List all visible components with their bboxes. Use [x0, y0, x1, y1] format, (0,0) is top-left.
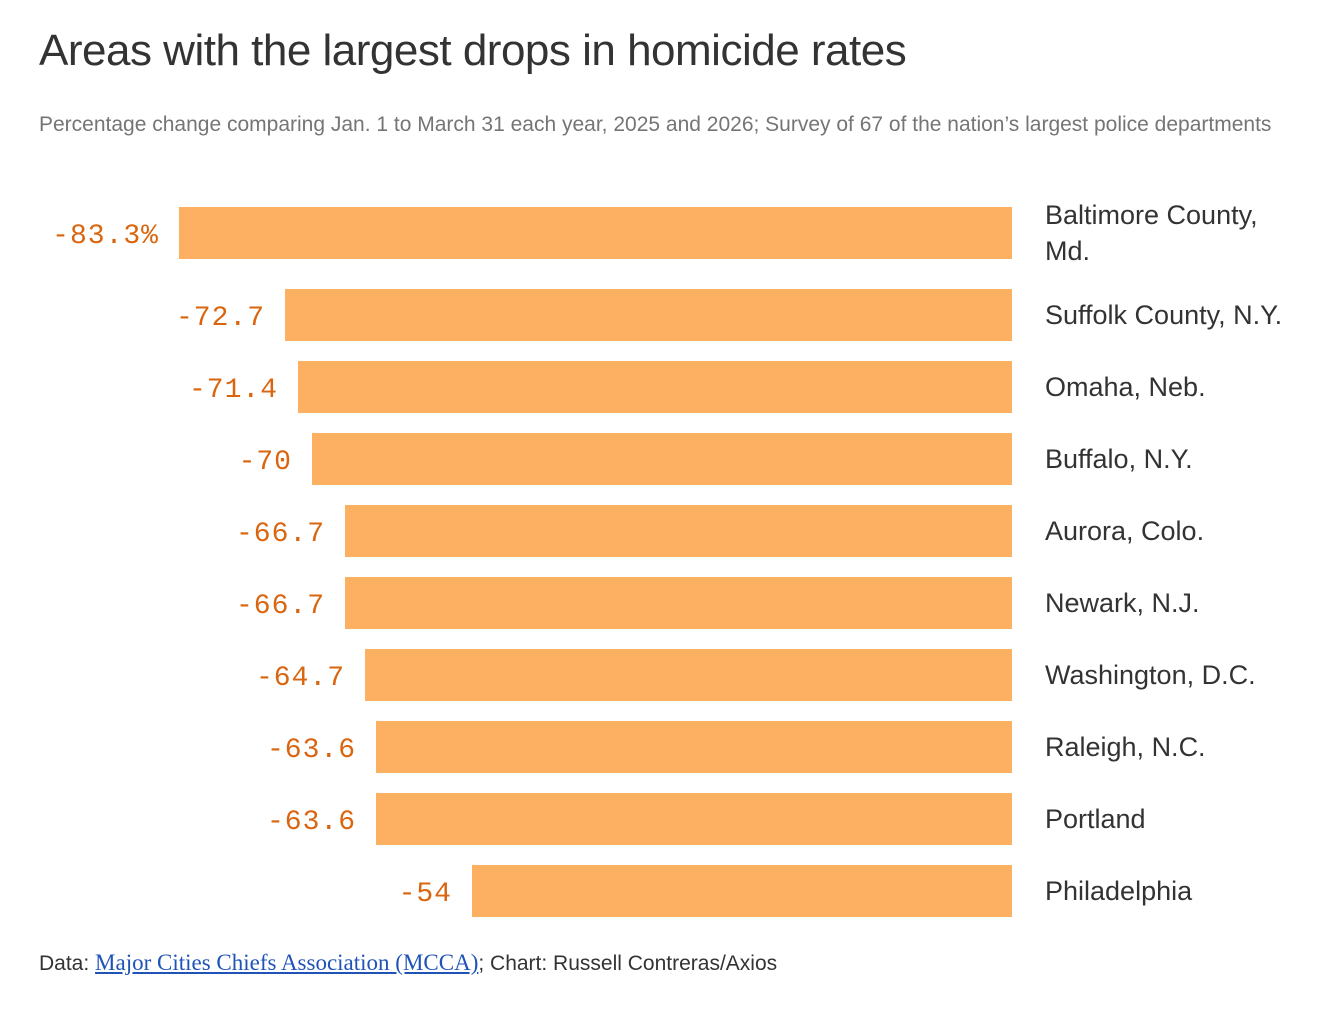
category-label-6: Washington, D.C. [1045, 660, 1256, 690]
category-label-2: Omaha, Neb. [1045, 372, 1206, 402]
bar-7 [376, 721, 1012, 773]
bar-5 [345, 577, 1012, 629]
category-label-5: Newark, N.J. [1045, 588, 1200, 618]
value-label-5: -66.7 [236, 591, 325, 622]
value-label-7: -63.6 [267, 735, 356, 766]
category-label-8: Portland [1045, 804, 1146, 834]
chart-title: Areas with the largest drops in homicide… [39, 26, 907, 75]
value-label-6: -64.7 [256, 663, 345, 694]
bar-chart: -83.3% Baltimore County, Md. -72.7 Suffolk C… [52, 200, 1282, 917]
bar-1 [285, 289, 1012, 341]
value-label-3: -70 [239, 447, 292, 478]
category-label-3: Buffalo, N.Y. [1045, 444, 1193, 474]
bar-6 [365, 649, 1012, 701]
credit-text: ; Chart: Russell Contreras/Axios [478, 952, 778, 975]
data-prefix: Data: [39, 952, 96, 975]
chart-subtitle: Percentage change comparing Jan. 1 to Ma… [39, 113, 1272, 136]
value-label-9: -54 [399, 879, 452, 910]
bar-8 [376, 793, 1012, 845]
bar-4 [345, 505, 1012, 557]
category-label-1: Suffolk County, N.Y. [1045, 300, 1282, 330]
category-label-0: Baltimore County, Md. [1045, 200, 1258, 266]
value-label-8: -63.6 [267, 807, 356, 838]
bar-0 [179, 207, 1012, 259]
bar-9 [472, 865, 1012, 917]
source-link[interactable]: Major Cities Chiefs Association (MCCA) [95, 950, 479, 975]
value-label-1: -72.7 [176, 303, 265, 334]
bar-3 [312, 433, 1012, 485]
category-label-9: Philadelphia [1045, 876, 1193, 906]
value-label-2: -71.4 [189, 375, 278, 406]
category-label-4: Aurora, Colo. [1045, 516, 1204, 546]
value-label-0: -83.3% [52, 221, 159, 252]
category-label-7: Raleigh, N.C. [1045, 732, 1206, 762]
source-footer: Data: Major Cities Chiefs Association (M… [39, 950, 777, 976]
bar-2 [298, 361, 1012, 413]
value-label-4: -66.7 [236, 519, 325, 550]
